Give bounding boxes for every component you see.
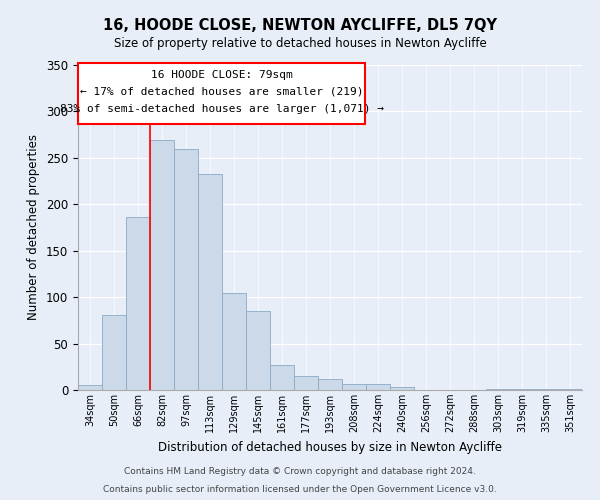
Bar bbox=[558, 389, 582, 390]
Bar bbox=[270, 365, 294, 390]
Bar bbox=[78, 386, 102, 390]
Bar bbox=[174, 148, 198, 390]
Text: Size of property relative to detached houses in Newton Aycliffe: Size of property relative to detached ho… bbox=[113, 38, 487, 51]
Bar bbox=[342, 384, 366, 390]
Bar bbox=[222, 294, 246, 390]
Y-axis label: Number of detached properties: Number of detached properties bbox=[28, 134, 40, 320]
Text: 16 HOODE CLOSE: 79sqm: 16 HOODE CLOSE: 79sqm bbox=[151, 70, 293, 80]
Text: Contains public sector information licensed under the Open Government Licence v3: Contains public sector information licen… bbox=[103, 485, 497, 494]
Bar bbox=[366, 384, 390, 390]
Text: 16, HOODE CLOSE, NEWTON AYCLIFFE, DL5 7QY: 16, HOODE CLOSE, NEWTON AYCLIFFE, DL5 7Q… bbox=[103, 18, 497, 32]
FancyBboxPatch shape bbox=[78, 64, 365, 124]
Bar bbox=[126, 218, 150, 390]
Bar bbox=[294, 376, 318, 390]
Text: Contains HM Land Registry data © Crown copyright and database right 2024.: Contains HM Land Registry data © Crown c… bbox=[124, 467, 476, 476]
Bar bbox=[198, 174, 222, 390]
Text: ← 17% of detached houses are smaller (219): ← 17% of detached houses are smaller (21… bbox=[80, 87, 364, 97]
Bar bbox=[246, 311, 270, 390]
Bar bbox=[510, 389, 534, 390]
Bar bbox=[486, 389, 510, 390]
X-axis label: Distribution of detached houses by size in Newton Aycliffe: Distribution of detached houses by size … bbox=[158, 440, 502, 454]
Bar bbox=[102, 315, 126, 390]
Bar bbox=[150, 140, 174, 390]
Text: 83% of semi-detached houses are larger (1,071) →: 83% of semi-detached houses are larger (… bbox=[59, 104, 383, 114]
Bar bbox=[534, 389, 558, 390]
Bar bbox=[318, 379, 342, 390]
Bar bbox=[390, 387, 414, 390]
